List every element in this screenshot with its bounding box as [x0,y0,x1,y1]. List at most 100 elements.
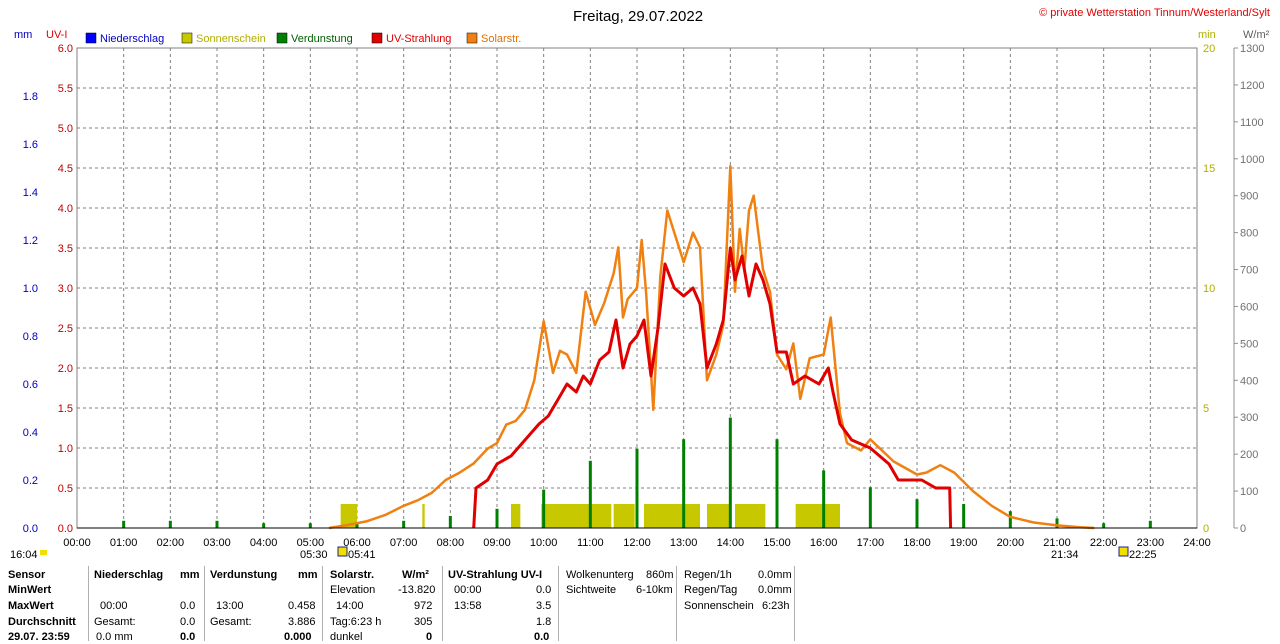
rain-1h-label: Regen/1h [684,569,732,581]
x-tick-label: 02:00 [157,537,185,549]
x-tick-label: 19:00 [950,537,978,549]
sunshine-tick-label: 0 [1203,523,1209,535]
sunrise-label-2: 05:41 [348,549,376,561]
divider [794,566,795,641]
precip-last-b: 0.0 [180,631,196,643]
solar-elev: -13.820 [398,584,436,596]
precip-total-label: Gesamt: [94,616,136,628]
solar-tick-label: 1300 [1240,43,1264,55]
uv-min: 0.0 [536,584,552,596]
solar-tick-label: 1000 [1240,154,1264,166]
x-tick-label: 05:00 [297,537,325,549]
x-tick-label: 24:00 [1183,537,1211,549]
x-tick-label: 22:00 [1090,537,1118,549]
rain-1h-value: 0.0mm [758,569,792,581]
divider [442,566,443,641]
uv-tick-label: 1.5 [58,403,73,415]
precip-max: 0.0 [180,600,196,612]
precip-tick-label: 0.8 [23,331,38,343]
sunshine-bar [541,504,612,528]
evap-spike [682,439,686,528]
visibility-value: 6-10km [636,584,673,596]
chart-title: Freitag, 29.07.2022 [573,8,703,25]
evap-column: Verdunstung mm 13:00 0.458 Gesamt: 3.886… [204,566,322,643]
evap-spike [1148,520,1152,528]
evap-unit: mm [298,569,318,581]
legend-swatch-sunshine [181,32,193,44]
solar-tick-label: 200 [1240,449,1258,461]
x-tick-label: 09:00 [483,537,511,549]
row-labels: Sensor MinWert MaxWert Durchschnitt 29.0… [0,566,88,643]
evap-spike [215,520,219,528]
solar-tick-label: 600 [1240,301,1258,313]
solar-tick-label: 900 [1240,191,1258,203]
evap-last: 0.000 [284,631,312,643]
evap-max-time: 13:00 [216,600,244,612]
solar-dark-label: dunkel [330,631,363,643]
x-tick-label: 13:00 [670,537,698,549]
uv-tick-label: 6.0 [58,43,73,55]
x-tick-label: 14:00 [717,537,745,549]
solar-avg: 305 [414,616,433,628]
evap-spike [915,499,919,528]
axis-labels: 00:00 01:00 02:00 03:00 04:00 05:00 06:00 07:00… [23,43,1265,549]
x-tick-label: 10:00 [530,537,558,549]
legend-uv: UV-Strahlung [386,33,451,45]
sun-events: 16:04 05:30 05:41 21:34 22:25 [10,546,1157,561]
sunshine-bar [613,504,635,528]
x-tick-label: 17:00 [857,537,885,549]
uv-tick-label: 5.0 [58,123,73,135]
row-last: 29.07. 23:59 [8,631,70,643]
solar-tick-label: 500 [1240,338,1258,350]
evap-total-label: Gesamt: [210,616,252,628]
legend-swatch-evap [276,32,288,44]
uv-header: UV-Strahlung UV-I [448,569,543,581]
x-tick-label: 18:00 [903,537,931,549]
solar-tick-label: 100 [1240,486,1258,498]
precip-tick-label: 0.6 [23,379,38,391]
legend-swatch-solar [466,32,478,44]
sunshine-label: Sonnenschein [684,600,754,612]
evap-spike [868,487,872,528]
x-tick-label: 12:00 [623,537,651,549]
evap-spike [1102,523,1106,528]
uv-tick-label: 4.0 [58,203,73,215]
stats-table: Sensor MinWert MaxWert Durchschnitt 29.0… [0,566,1280,643]
evap-spike [635,448,639,528]
precip-column: Niederschlag mm 00:00 0.0 Gesamt: 0.0 0.… [88,566,204,643]
x-tick-label: 21:00 [1043,537,1071,549]
solar-column: Solarstr. W/m² Elevation -13.820 14:00 9… [322,566,442,643]
precip-tick-label: 1.6 [23,139,38,151]
uv-tick-label: 1.0 [58,443,73,455]
precip-tick-label: 1.8 [23,91,38,103]
sunrise-icon [337,546,348,557]
divider [322,566,323,641]
uv-line [472,246,953,529]
x-tick-label: 20:00 [997,537,1025,549]
precip-last-a: 0.0 mm [96,631,133,643]
evap-spike [962,504,966,528]
evap-spike [1055,518,1059,528]
rain-day-label: Regen/Tag [684,584,738,596]
uv-avg: 1.8 [536,616,552,628]
solar-tick-label: 0 [1240,523,1246,535]
evap-spike [728,417,732,528]
precip-header: Niederschlag [94,569,164,581]
uv-tick-label: 3.5 [58,243,73,255]
x-tick-label: 08:00 [437,537,465,549]
evap-spike [1008,511,1012,528]
uv-max: 3.5 [536,600,552,612]
x-tick-label: 11:00 [577,537,604,549]
uv-last: 0.0 [534,631,550,643]
sunshine-tick-label: 20 [1203,43,1215,55]
solar-last: 0 [426,631,433,643]
solar-unit-label: W/m² [1243,29,1270,41]
sunshine-tick-label: 10 [1203,283,1215,295]
x-tick-label: 15:00 [763,537,791,549]
divider [676,566,677,641]
solar-unit: W/m² [402,569,429,581]
uv-tick-label: 5.5 [58,83,73,95]
x-tick-label: 03:00 [203,537,231,549]
sunshine-bars [340,504,840,528]
uv-tick-label: 2.0 [58,363,73,375]
